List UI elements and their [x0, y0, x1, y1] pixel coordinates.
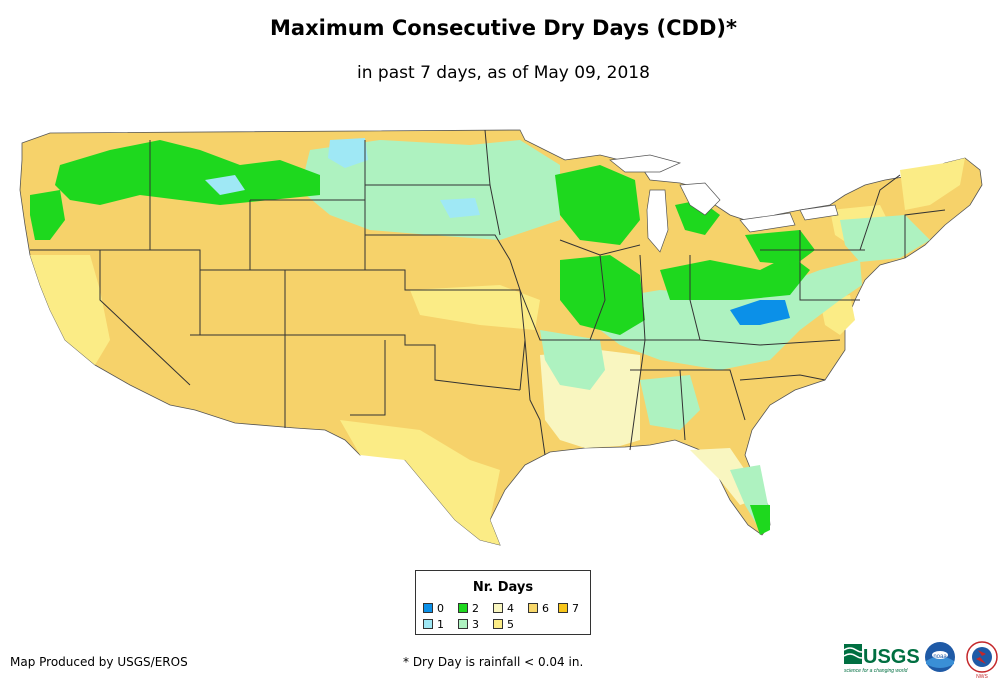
- legend-item-1: 1: [423, 619, 444, 631]
- legend-label: 2: [472, 602, 479, 615]
- svg-text:noaa: noaa: [933, 654, 947, 660]
- legend-swatch: [423, 603, 433, 613]
- zone-5-days: [30, 158, 965, 545]
- legend-item-6: 6: [528, 603, 549, 615]
- legend-swatch: [458, 619, 468, 629]
- usgs-logo: USGS science for a changing world: [843, 644, 920, 674]
- zone-0-days: [730, 300, 790, 325]
- map-title: Maximum Consecutive Dry Days (CDD)*: [270, 16, 737, 40]
- legend-label: 3: [472, 618, 479, 631]
- legend-label: 7: [572, 602, 579, 615]
- legend-item-3: 3: [458, 619, 479, 631]
- zone-1-day: [205, 138, 480, 218]
- dry-day-note: * Dry Day is rainfall < 0.04 in.: [403, 655, 584, 669]
- legend-item-5: 5: [493, 619, 514, 631]
- legend-swatch: [493, 603, 503, 613]
- svg-text:science for a changing world: science for a changing world: [844, 668, 908, 674]
- map-subtitle: in past 7 days, as of May 09, 2018: [357, 63, 650, 83]
- legend: Nr. Days 0 1 2 3 4 5 6 7: [415, 570, 591, 635]
- legend-item-2: 2: [458, 603, 479, 615]
- legend-item-7: 7: [558, 603, 579, 615]
- great-lakes: [609, 154, 839, 253]
- legend-swatch: [423, 619, 433, 629]
- noaa-logo: noaa: [925, 642, 955, 672]
- legend-label: 4: [507, 602, 514, 615]
- state-boundaries: [30, 129, 946, 456]
- legend-swatch: [558, 603, 568, 613]
- legend-label: 6: [542, 602, 549, 615]
- map-credit: Map Produced by USGS/EROS: [10, 655, 188, 669]
- legend-title: Nr. Days: [472, 580, 534, 595]
- legend-item-4: 4: [493, 603, 514, 615]
- legend-item-0: 0: [423, 603, 444, 615]
- legend-swatch: [493, 619, 503, 629]
- svg-text:NWS: NWS: [976, 674, 988, 680]
- legend-label: 1: [437, 618, 444, 631]
- legend-swatch: [458, 603, 468, 613]
- legend-label: 0: [437, 602, 444, 615]
- nws-logo: NWS: [966, 641, 998, 680]
- zone-2-days: [30, 140, 815, 535]
- svg-text:USGS: USGS: [863, 646, 920, 668]
- agency-logos: USGS science for a changing world noaa N…: [843, 641, 998, 680]
- legend-swatch: [528, 603, 538, 613]
- legend-label: 5: [507, 618, 514, 631]
